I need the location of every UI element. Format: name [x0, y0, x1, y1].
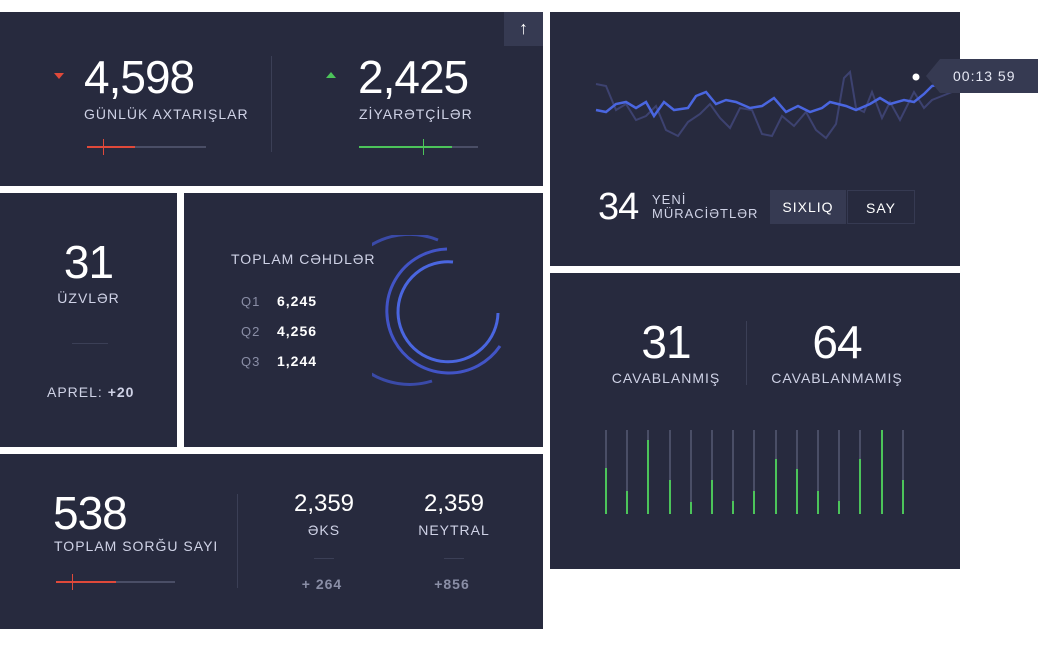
members-panel: 31 ÜZVLƏR APREL: +20 [0, 193, 177, 447]
members-footer: APREL: +20 [47, 384, 134, 400]
time-tooltip: 00:13 59 [926, 59, 1038, 93]
reverse-value: 2,359 [293, 490, 355, 517]
answers-bar-track [902, 430, 904, 514]
answers-bar[interactable] [753, 491, 755, 514]
answers-bar[interactable] [732, 501, 734, 514]
neutral-label: NEYTRAL [418, 522, 490, 538]
visitors-marker [423, 139, 424, 155]
divider [72, 343, 108, 344]
neutral-delta: +856 [434, 576, 470, 592]
answers-panel: 31 CAVABLANMIŞ 64 CAVABLANMAMIŞ [550, 273, 960, 569]
current-point[interactable] [912, 73, 920, 81]
answers-bar-track [859, 430, 861, 514]
stats-panel-top: 4,598 GÜNLÜK AXTARIŞLAR 2,425 ZİYARƏTÇİL… [0, 12, 543, 186]
daily-searches-marker [103, 139, 104, 155]
divider [237, 494, 238, 588]
q1-arc [372, 235, 439, 386]
answers-bar-track [626, 430, 628, 514]
answers-bar[interactable] [859, 459, 861, 514]
total-queries-progress-fill [56, 581, 116, 583]
total-queries-value: 538 [53, 487, 128, 539]
answers-bar[interactable] [626, 491, 628, 514]
attempts-radial-chart [372, 235, 502, 386]
neutral-value: 2,359 [423, 490, 485, 517]
answers-bar-track [647, 430, 649, 514]
answers-bar-track [796, 430, 798, 514]
q2-label: Q2 [241, 324, 261, 339]
answers-bar-track [669, 430, 671, 514]
answered-label: CAVABLANMIŞ [611, 370, 721, 386]
q3-value: 1,244 [277, 353, 318, 369]
month-label: APREL: [47, 384, 103, 400]
answers-bar[interactable] [902, 480, 904, 514]
down-triangle-icon [54, 73, 64, 79]
total-queries-label: TOPLAM SORĞU SAYI [54, 538, 219, 554]
reverse-delta: + 264 [301, 576, 343, 592]
answers-bar-track [838, 430, 840, 514]
visitors-value: 2,425 [358, 51, 469, 103]
answers-bar[interactable] [690, 502, 692, 514]
answers-bar[interactable] [881, 430, 883, 514]
answers-bar[interactable] [796, 469, 798, 514]
up-triangle-icon [326, 72, 336, 78]
q3-arc [396, 260, 500, 364]
q1-label: Q1 [241, 294, 261, 309]
answers-bar-track [711, 430, 713, 514]
arrow-up-icon: ↑ [519, 18, 528, 38]
q1-value: 6,245 [277, 293, 318, 309]
answers-bar-chart [550, 430, 960, 514]
q2-arc [385, 247, 502, 375]
queries-panel: 538 TOPLAM SORĞU SAYI 2,359 ƏKS + 264 2,… [0, 454, 543, 629]
answers-bar-track [605, 430, 607, 514]
visitors-progress [359, 139, 478, 155]
answers-bar-track [732, 430, 734, 514]
divider [314, 558, 334, 559]
attempts-title: TOPLAM CƏHDLƏR [231, 251, 376, 267]
primary-series-line[interactable] [595, 70, 959, 119]
month-delta: +20 [107, 384, 135, 400]
answers-bar[interactable] [669, 480, 671, 514]
visitors-progress-fill [359, 146, 452, 148]
divider [746, 321, 747, 385]
q2-value: 4,256 [277, 323, 318, 339]
answers-bar-track [881, 430, 883, 514]
reverse-label: ƏKS [307, 522, 341, 538]
answers-bar[interactable] [711, 480, 713, 514]
answers-bar-track [817, 430, 819, 514]
requests-panel: 00:13 59 34 YENİ MÜRACİƏTLƏR SIXLIQ SAY [550, 12, 1038, 266]
tab-density[interactable]: SIXLIQ [770, 190, 846, 224]
q3-label: Q3 [241, 354, 261, 369]
unanswered-count: 64 [812, 316, 862, 368]
new-requests-label-2: MÜRACİƏTLƏR [652, 206, 759, 221]
divider [444, 558, 464, 559]
answers-bar[interactable] [775, 459, 777, 514]
total-queries-progress [56, 574, 175, 590]
answers-bar-track [775, 430, 777, 514]
members-count: 31 [63, 236, 114, 288]
secondary-series-line [595, 69, 953, 140]
tab-count[interactable]: SAY [847, 190, 915, 224]
scroll-up-button[interactable]: ↑ [504, 12, 543, 46]
time-tooltip-text: 00:13 59 [953, 68, 1016, 84]
attempts-panel: TOPLAM CƏHDLƏR Q1 6,245 Q2 4,256 Q3 1,24… [184, 193, 543, 447]
divider [271, 56, 272, 152]
daily-searches-label: GÜNLÜK AXTARIŞLAR [84, 106, 249, 122]
daily-searches-progress-fill [87, 146, 135, 148]
answered-count: 31 [641, 316, 691, 368]
total-queries-marker [72, 574, 73, 590]
new-requests-label-1: YENİ [652, 192, 687, 207]
members-label: ÜZVLƏR [57, 290, 120, 306]
daily-searches-value: 4,598 [84, 51, 195, 103]
requests-line-chart [595, 69, 959, 140]
answers-bar-track [690, 430, 692, 514]
answers-bar[interactable] [817, 491, 819, 514]
unanswered-label: CAVABLANMAMIŞ [771, 370, 903, 386]
answers-bar[interactable] [605, 468, 607, 514]
answers-bar-track [753, 430, 755, 514]
daily-searches-progress [87, 139, 206, 155]
new-requests-count: 34 [598, 186, 639, 228]
answers-bar[interactable] [838, 501, 840, 514]
answers-bar[interactable] [647, 440, 649, 514]
visitors-label: ZİYARƏTÇİLƏR [359, 106, 473, 122]
